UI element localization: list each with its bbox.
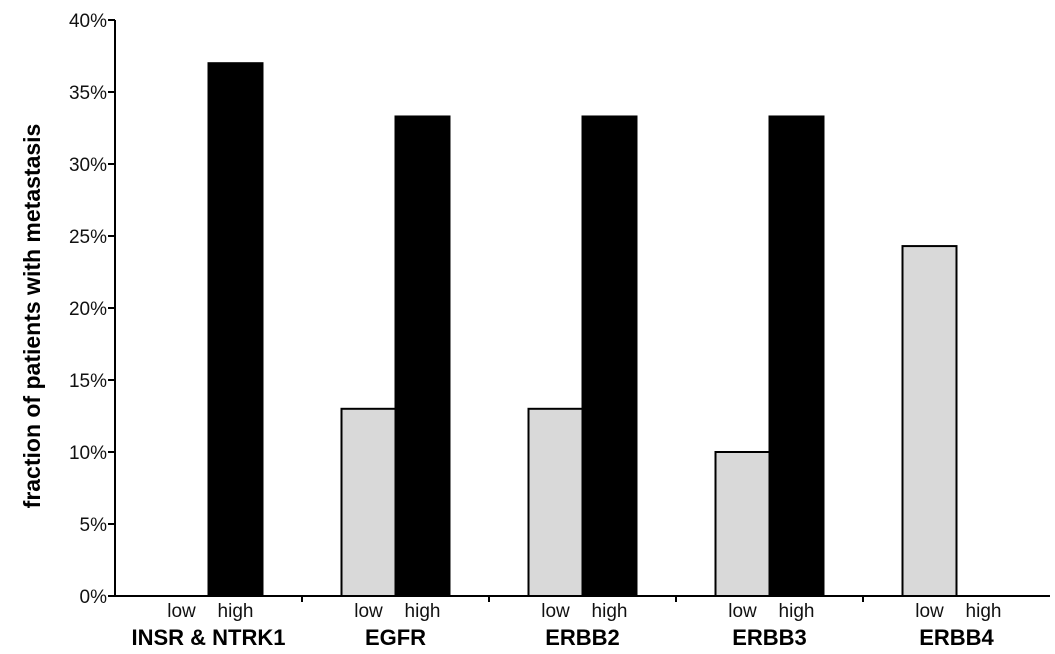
category-label: INSR & NTRK1 (131, 625, 285, 650)
y-tick-label: 25% (69, 227, 107, 248)
bar-sub-label: low (915, 601, 944, 622)
bar-sub-label: high (405, 601, 441, 622)
bars (207, 62, 958, 598)
y-tick-label: 0% (80, 587, 108, 608)
bar-sub-label: high (592, 601, 628, 622)
bar-high (394, 115, 451, 597)
y-axis-ticks: 0% 5% 10% 15% 20% 25% 30% 35% 40% (69, 11, 115, 608)
bar-high (207, 62, 264, 597)
category-label: EGFR (365, 625, 426, 650)
category-label: ERBB3 (732, 625, 807, 650)
bar-sub-label: low (541, 601, 570, 622)
y-axis-title: fraction of patients with metastasis (19, 124, 45, 509)
bar-low (340, 407, 397, 597)
bar-low (714, 451, 771, 597)
bar-sub-label: low (167, 601, 196, 622)
bar-sub-label: low (354, 601, 383, 622)
bar-sub-label: high (218, 601, 254, 622)
y-tick-label: 10% (69, 443, 107, 464)
axes (114, 20, 1050, 597)
bar-high (581, 115, 638, 597)
category-label: ERBB4 (919, 625, 994, 650)
y-tick-label: 30% (69, 155, 107, 176)
y-tick-label: 40% (69, 11, 107, 32)
bar-low (527, 407, 584, 597)
bar-sub-label: low (728, 601, 757, 622)
category-label: ERBB2 (545, 625, 620, 650)
bar-high (768, 115, 825, 597)
x-axis-labels: low high INSR & NTRK1 low high EGFR low high ERB… (131, 596, 1001, 650)
y-tick-label: 5% (80, 515, 108, 536)
bar-sub-label: high (966, 601, 1002, 622)
y-tick-label: 20% (69, 299, 107, 320)
y-tick-label: 15% (69, 371, 107, 392)
bar-sub-label: high (779, 601, 815, 622)
bar-low (901, 245, 958, 598)
y-tick-label: 35% (69, 83, 107, 104)
